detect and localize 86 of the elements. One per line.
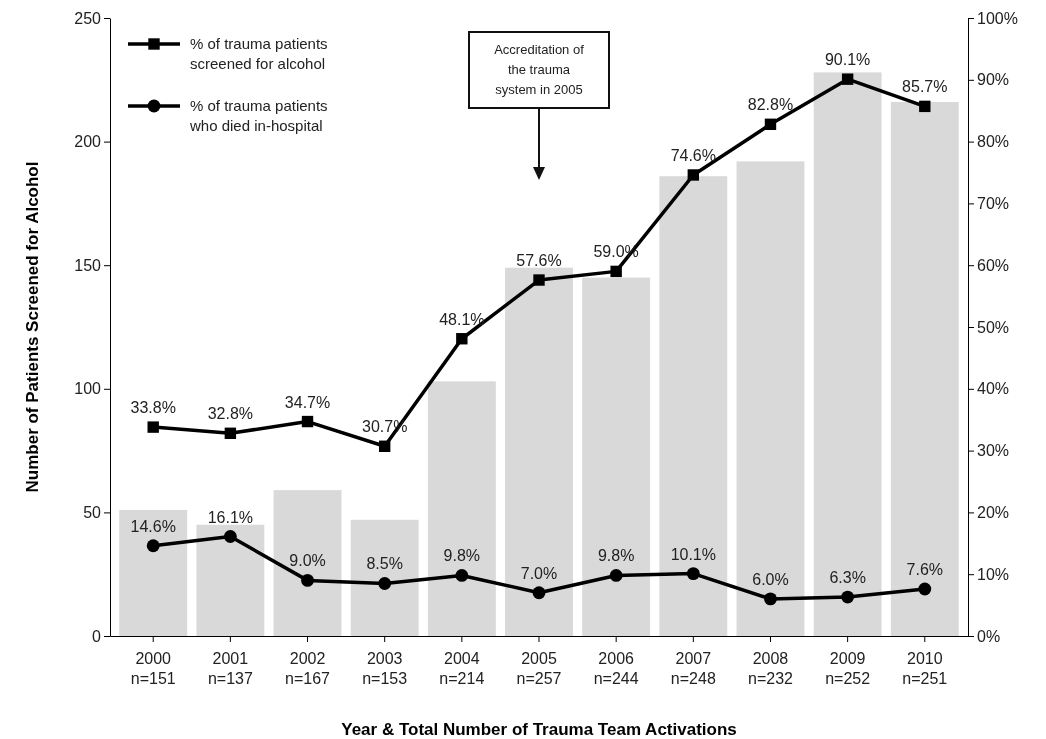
y-tick-label: 250 [74, 9, 102, 27]
y-tick-label: 50 [83, 504, 102, 522]
bar [119, 509, 188, 636]
point [456, 333, 468, 345]
bar [427, 381, 496, 636]
x-axis-title: Year & Total Number of Trauma Team Activations [341, 720, 737, 739]
y-tick-label: 0 [92, 627, 102, 645]
point [841, 73, 854, 85]
bar [659, 176, 728, 636]
data-label: 14.6% [130, 517, 176, 535]
y2-tick-label: 10% [977, 565, 1010, 583]
point [533, 274, 545, 286]
point [610, 265, 622, 278]
point [687, 169, 700, 181]
point [378, 440, 391, 452]
y2-tick-label: 20% [977, 504, 1010, 522]
data-label: 9.0% [289, 552, 326, 570]
x-tick-label: 2002 n=167 [285, 650, 331, 687]
y2-tick-label: 40% [977, 380, 1010, 398]
legend-label: % of trauma patients who died in-hospital [189, 97, 328, 134]
point [224, 427, 237, 439]
y2-tick-label: 100% [977, 9, 1018, 27]
bar [350, 519, 419, 636]
y2-tick-label: 0% [977, 627, 1001, 645]
x-tick-label: 2010 n=251 [902, 650, 948, 687]
y-tick-label: 200 [74, 133, 102, 151]
data-label: 33.8% [130, 399, 176, 417]
point [609, 569, 623, 582]
y2-tick-label: 80% [977, 133, 1010, 151]
point [223, 530, 237, 543]
x-tick-label: 2006 n=244 [593, 650, 639, 687]
data-label: 9.8% [443, 547, 481, 565]
point [919, 100, 931, 113]
y2-tick-label: 30% [977, 442, 1010, 460]
point [301, 415, 314, 428]
data-label: 16.1% [207, 508, 254, 526]
data-label: 32.8% [207, 405, 254, 423]
data-label: 82.8% [747, 96, 794, 114]
bar [273, 490, 342, 636]
point [764, 118, 777, 130]
bar [813, 72, 882, 636]
x-tick-label: 2000 n=151 [130, 650, 176, 687]
data-label: 6.0% [752, 570, 789, 588]
data-label: 34.7% [284, 393, 331, 411]
point [841, 590, 855, 604]
y-tick-label: 150 [74, 256, 102, 274]
point [301, 573, 314, 587]
y2-tick-label: 50% [977, 318, 1010, 336]
y-tick-label: 100 [74, 380, 102, 398]
bar [890, 102, 959, 636]
y2-tick-label: 90% [977, 71, 1010, 89]
y-axis-title: Number of Patients Screened for Alcohol [23, 161, 42, 493]
data-label: 90.1% [824, 51, 871, 69]
x-tick-label: 2001 n=137 [207, 650, 253, 687]
bar [505, 267, 573, 636]
bar [736, 161, 805, 636]
point [147, 421, 159, 433]
point [686, 567, 700, 580]
data-label: 85.7% [902, 78, 948, 96]
point [918, 582, 932, 596]
x-tick-label: 2007 n=248 [670, 650, 716, 687]
x-tick-label: 2008 n=232 [748, 650, 794, 687]
y2-tick-label: 70% [977, 195, 1010, 213]
data-label: 7.6% [906, 561, 944, 579]
data-label: 57.6% [516, 252, 562, 270]
data-label: 6.3% [829, 569, 866, 587]
legend-label: % of trauma patients screened for alcohol [190, 35, 328, 72]
bar [582, 277, 651, 636]
data-label: 7.0% [520, 564, 558, 582]
data-label: 74.6% [670, 146, 716, 164]
point [532, 586, 546, 600]
x-tick-label: 2005 n=257 [516, 650, 562, 687]
point [146, 539, 160, 553]
x-tick-label: 2009 n=252 [825, 650, 871, 687]
x-tick-label: 2004 n=214 [439, 650, 485, 687]
x-tick-label: 2003 n=153 [362, 650, 408, 687]
data-label: 8.5% [366, 555, 403, 573]
y2-tick-label: 60% [977, 256, 1010, 274]
data-label: 48.1% [439, 310, 485, 328]
point [764, 592, 777, 606]
point [455, 569, 469, 582]
point [378, 577, 392, 590]
data-label: 10.1% [670, 545, 716, 563]
annotation: Accreditation of the trauma system in 2005 [494, 42, 585, 97]
data-label: 9.8% [597, 547, 635, 565]
bar [196, 524, 265, 636]
